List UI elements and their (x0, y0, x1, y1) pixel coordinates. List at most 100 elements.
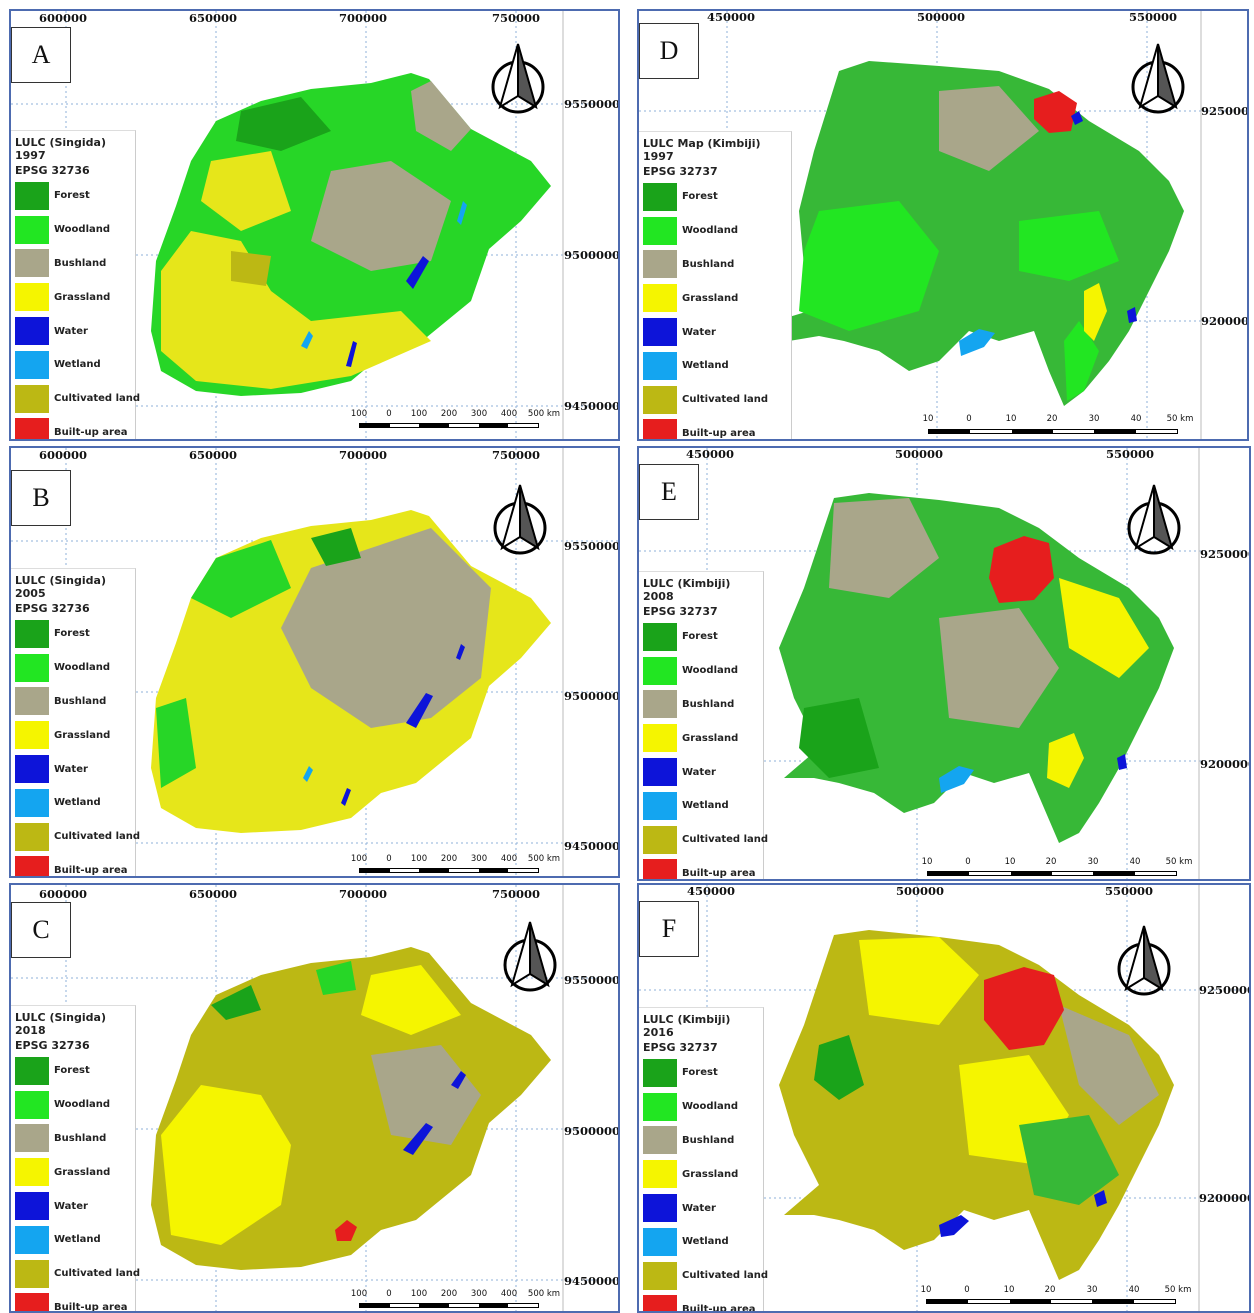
map-canvas-e (639, 448, 1249, 879)
panel-letter: F (639, 901, 699, 957)
bushland-patch (939, 608, 1059, 728)
legend-swatch (15, 721, 49, 750)
x-tick: 450000 (687, 884, 736, 898)
grassland-patch (1084, 283, 1107, 341)
scale-tick: 40 (1128, 1285, 1140, 1295)
legend-label: Cultivated land (54, 831, 141, 843)
scale-tick: 20 (1045, 857, 1057, 867)
legend-item: Forest (11, 1054, 135, 1088)
water-body (1127, 307, 1137, 323)
y-tick: 9500000 (564, 248, 620, 262)
legend-item: Forest (639, 620, 763, 654)
legend-item: Water (11, 752, 135, 786)
grassland-patch (161, 231, 431, 389)
scale-bar (359, 1303, 539, 1308)
wetland-patch (959, 329, 995, 356)
legend-swatch (643, 1126, 677, 1155)
bushland-patch (1059, 1005, 1159, 1125)
legend-d: LULC Map (Kimbiji) 1997 EPSG 32737 Fores… (639, 131, 792, 439)
scale-tick: 50 km (1165, 857, 1193, 867)
legend-item: Bushland (639, 248, 791, 282)
y-tick: 9550000 (564, 539, 620, 553)
x-tick: 650000 (189, 887, 238, 901)
map-canvas-b (11, 448, 618, 876)
scale-tick: 20 (1044, 1285, 1056, 1295)
legend-item: Water (11, 1189, 135, 1223)
legend-item: Bushland (639, 1124, 763, 1158)
x-tick: 600000 (39, 11, 88, 25)
scale-tick: 200 (440, 409, 458, 419)
legend-epsg: EPSG 32737 (643, 165, 718, 178)
legend-e: LULC (Kimbiji) 2008 EPSG 32737 Forest Wo… (639, 571, 768, 879)
grassland-patch (361, 965, 461, 1035)
y-tick: 9450000 (564, 839, 620, 853)
scale-tick: 10 (1005, 414, 1017, 424)
legend-title: LULC (Singida) 2005 (15, 574, 106, 600)
legend-item: Cultivated land (639, 823, 768, 857)
scale-tick: 400 (500, 409, 518, 419)
x-tick: 700000 (339, 11, 388, 25)
legend-label: Wetland (682, 800, 729, 812)
scale-labels: 10 0 10 20 30 40 50 km (922, 857, 1193, 869)
scale-tick: 50 km (1164, 1285, 1192, 1295)
legend-item: Cultivated land (11, 382, 140, 416)
legend-label: Bushland (682, 1134, 735, 1146)
x-tick: 600000 (39, 448, 88, 462)
legend-swatch (643, 182, 677, 211)
legend-label: Bushland (54, 1132, 107, 1144)
water-body (451, 1071, 466, 1089)
y-tick: 9500000 (564, 1124, 620, 1138)
legend-swatch (643, 351, 677, 380)
built-up-area (335, 1220, 357, 1241)
legend-epsg: EPSG 32736 (15, 602, 90, 615)
legend-title: LULC (Singida) 2018 (15, 1011, 106, 1037)
scale-tick: 100 (350, 409, 368, 419)
legend-swatch (643, 419, 677, 439)
legend-swatch (643, 318, 677, 347)
x-tick: 450000 (686, 447, 735, 461)
legend-swatch (643, 622, 677, 651)
legend-swatch (643, 1227, 677, 1256)
scale-tick: 50 km (1166, 414, 1194, 424)
water-body (406, 256, 429, 289)
grassland-patch (1047, 733, 1084, 788)
scale-tick: 40 (1130, 414, 1142, 424)
scale-tick: 0 (966, 414, 972, 424)
legend-item: Woodland (639, 654, 763, 688)
legend-label: Bushland (54, 695, 107, 707)
x-tick: 650000 (189, 11, 238, 25)
x-tick: 550000 (1105, 884, 1154, 898)
legend-item: Water (639, 1191, 763, 1225)
legend-swatch (15, 1056, 49, 1085)
scale-tick: 40 (1129, 857, 1141, 867)
scale-bar (359, 868, 539, 873)
y-tick: 9200000 (1200, 757, 1251, 771)
legend-item: Woodland (639, 1090, 763, 1124)
water-body (346, 341, 357, 367)
legend-label: Forest (54, 190, 90, 202)
legend-label: Water (682, 1202, 716, 1214)
legend-item: Wetland (11, 1223, 135, 1257)
scale-tick: 10 (920, 1285, 932, 1295)
y-tick: 9450000 (564, 399, 620, 413)
scale-tick: 100 (410, 854, 428, 864)
water-body (341, 788, 351, 806)
scale-tick: 10 (1003, 1285, 1015, 1295)
legend-title: LULC Map (Kimbiji) 1997 (643, 137, 761, 163)
scale-labels: 100 0 100 200 300 400 500 km (351, 1289, 560, 1301)
bushland-patch (371, 1045, 481, 1145)
woodland-patch (1019, 1115, 1119, 1205)
legend-a: LULC (Singida) 1997 EPSG 32736 Forest Wo… (11, 130, 140, 439)
scale-tick: 300 (470, 1289, 488, 1299)
legend-title: LULC (Singida) 1997 (15, 136, 106, 162)
legend-label: Built-up area (54, 1301, 128, 1313)
legend-b: LULC (Singida) 2005 EPSG 32736 Forest Wo… (11, 568, 140, 876)
legend-f: LULC (Kimbiji) 2016 EPSG 32737 Forest Wo… (639, 1007, 768, 1311)
legend-label: Built-up area (682, 867, 756, 879)
north-arrow-icon (493, 484, 547, 555)
scale-tick: 0 (386, 409, 392, 419)
scale-labels: 100 0 100 200 300 400 500 km (351, 854, 560, 866)
legend-label: Grassland (54, 1166, 111, 1178)
scale-tick: 200 (440, 1289, 458, 1299)
water-body (1094, 1190, 1107, 1207)
